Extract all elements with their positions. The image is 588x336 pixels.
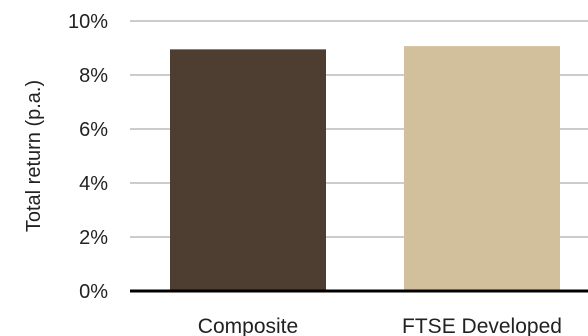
y-tick-label: 2%: [79, 227, 108, 249]
y-axis-label: Total return (p.a.): [23, 80, 45, 232]
bars: [170, 46, 560, 291]
y-tick-label: 6%: [79, 119, 108, 141]
y-tick-label: 0%: [79, 281, 108, 303]
y-tick-label: 10%: [68, 11, 108, 33]
bar: [170, 49, 326, 291]
y-tick-label: 4%: [79, 173, 108, 195]
x-category-label: FTSE Developed: [402, 315, 562, 336]
x-category-label: Composite: [198, 315, 298, 336]
x-axis-categories: Composite FTSE Developed: [198, 315, 562, 336]
bar: [404, 46, 560, 291]
y-tick-label: 8%: [79, 65, 108, 87]
y-axis-ticks: 0% 2% 4% 6% 8% 10%: [68, 11, 108, 303]
